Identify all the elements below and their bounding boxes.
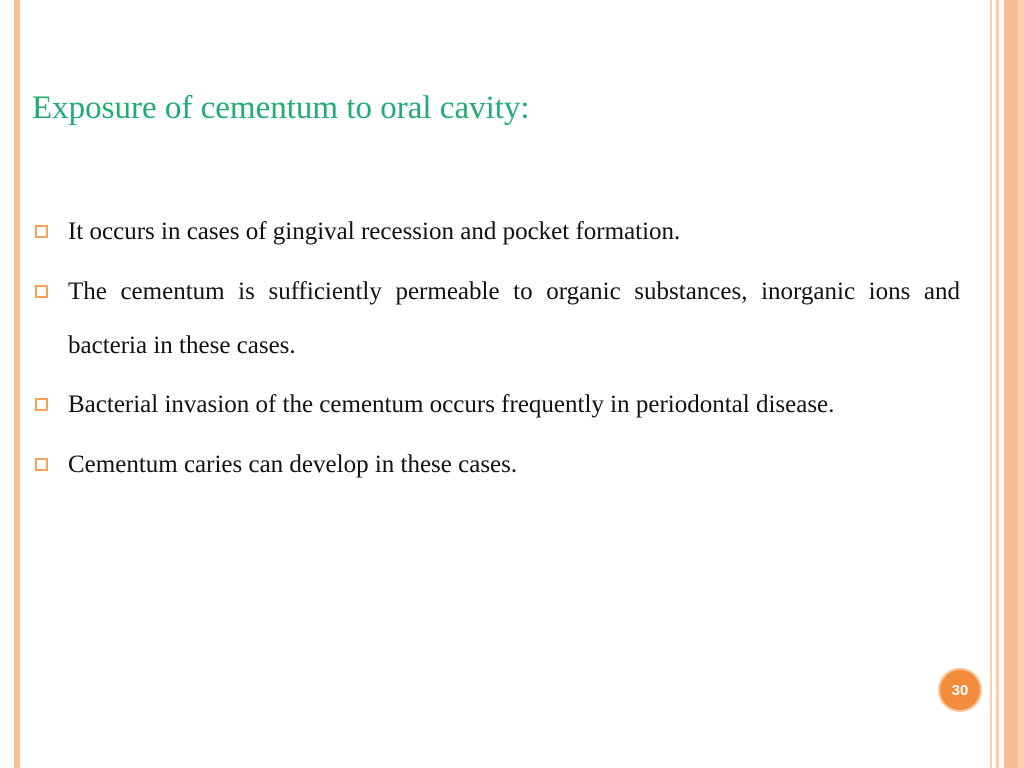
- bullet-square-icon: [35, 398, 48, 411]
- list-item: It occurs in cases of gingival recession…: [32, 205, 960, 259]
- page-number-badge: 30: [938, 668, 982, 712]
- bullet-square-icon: [35, 458, 48, 471]
- page-number: 30: [952, 682, 969, 699]
- bullet-list: It occurs in cases of gingival recession…: [32, 205, 960, 492]
- bullet-text: The cementum is sufficiently permeable t…: [68, 278, 960, 359]
- bullet-square-icon: [35, 285, 48, 298]
- decor-bar: [999, 0, 1004, 768]
- list-item: The cementum is sufficiently permeable t…: [32, 265, 960, 373]
- decor-bar: [996, 0, 999, 768]
- bullet-text: Cementum caries can develop in these cas…: [68, 451, 517, 478]
- bullet-text: Bacterial invasion of the cementum occur…: [68, 391, 834, 418]
- bullet-text: It occurs in cases of gingival recession…: [68, 218, 680, 245]
- list-item: Cementum caries can develop in these cas…: [32, 438, 960, 492]
- bullet-square-icon: [35, 225, 48, 238]
- list-item: Bacterial invasion of the cementum occur…: [32, 378, 960, 432]
- content-area: Exposure of cementum to oral cavity: It …: [32, 90, 960, 498]
- slide-title: Exposure of cementum to oral cavity:: [32, 90, 960, 127]
- decor-bar: [990, 0, 992, 768]
- decor-bar: [14, 0, 20, 768]
- slide: Exposure of cementum to oral cavity: It …: [0, 0, 1024, 768]
- decor-bar: [1004, 0, 1018, 768]
- decor-bar: [992, 0, 996, 768]
- decor-bar: [1018, 0, 1024, 768]
